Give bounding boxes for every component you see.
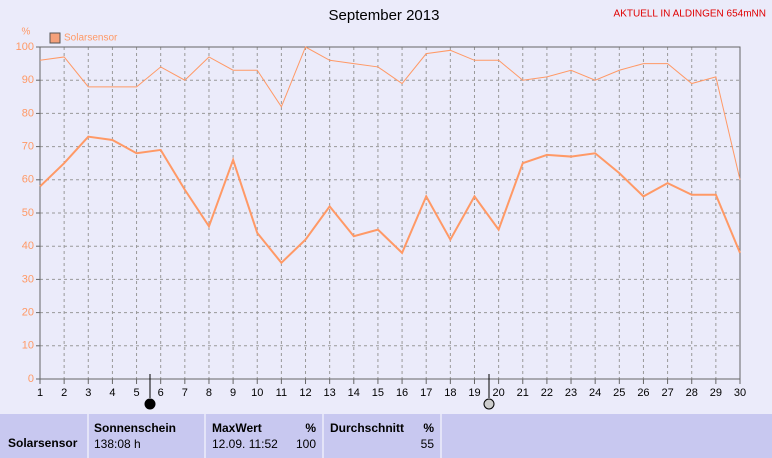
legend-label: Solarsensor	[64, 33, 118, 44]
y-tick-label: 90	[22, 74, 34, 86]
x-tick-label: 23	[565, 387, 577, 399]
y-tick-label: 30	[22, 273, 34, 285]
cell: 138:08 h	[94, 437, 141, 451]
y-tick-label: 0	[28, 373, 34, 385]
x-tick-label: 3	[85, 387, 91, 399]
plot-border	[39, 46, 741, 380]
row-label: Solarsensor	[8, 436, 78, 450]
legend-swatch	[49, 32, 61, 44]
line	[39, 135, 741, 265]
table-bg	[0, 414, 772, 458]
line	[39, 46, 741, 180]
x-tick-label: 12	[299, 387, 311, 399]
x-tick-label: 19	[468, 387, 480, 399]
x-tick-label: 1	[37, 387, 43, 399]
y-tick-label: 70	[22, 141, 34, 153]
y-axis-label: %	[22, 27, 31, 38]
x-tick-label: 28	[686, 387, 698, 399]
x-tick-label: 7	[182, 387, 188, 399]
moon-icon	[144, 398, 156, 410]
x-tick-label: 27	[661, 387, 673, 399]
cell: 100	[296, 437, 316, 451]
x-tick-label: 6	[158, 387, 164, 399]
x-tick-label: 24	[589, 387, 601, 399]
x-tick-label: 29	[710, 387, 722, 399]
x-tick-label: 25	[613, 387, 625, 399]
y-tick-label: 50	[22, 207, 34, 219]
col-unit: %	[423, 421, 434, 435]
x-tick-label: 11	[276, 387, 287, 399]
col-title: MaxWert	[212, 421, 262, 435]
x-tick-label: 21	[517, 387, 529, 399]
y-tick-label: 100	[16, 41, 34, 53]
chart-title: September 2013	[329, 7, 440, 24]
col-unit: %	[305, 421, 316, 435]
summary-table: Solarsensor Sonnenschein 138:08 h MaxWer…	[0, 414, 772, 458]
x-tick-label: 17	[420, 387, 432, 399]
y-tick-label: 20	[22, 307, 34, 319]
x-tick-label: 8	[206, 387, 212, 399]
x-tick-label: 22	[541, 387, 553, 399]
cell: 12.09. 11:52	[212, 437, 278, 451]
x-tick-label: 26	[637, 387, 649, 399]
y-tick-label: 80	[22, 107, 34, 119]
subtitle: AKTUELL IN ALDINGEN 654mNN	[614, 9, 766, 20]
col-title: Durchschnitt	[330, 421, 404, 435]
x-tick-label: 10	[251, 387, 263, 399]
x-tick-label: 4	[109, 387, 115, 399]
x-tick-label: 16	[396, 387, 408, 399]
y-tick-label: 10	[22, 340, 34, 352]
cell: 55	[421, 437, 435, 451]
x-tick-label: 18	[444, 387, 456, 399]
x-tick-label: 2	[61, 387, 67, 399]
x-tick-label: 20	[492, 387, 504, 399]
y-tick-label: 60	[22, 174, 34, 186]
x-tick-label: 5	[133, 387, 139, 399]
x-tick-label: 9	[230, 387, 236, 399]
x-tick-label: 13	[324, 387, 336, 399]
col-title: Sonnenschein	[94, 421, 176, 435]
moon-icon	[483, 398, 495, 410]
y-tick-label: 40	[22, 240, 34, 252]
x-tick-label: 30	[734, 387, 746, 399]
x-tick-label: 15	[372, 387, 384, 399]
x-tick-label: 14	[348, 387, 360, 399]
